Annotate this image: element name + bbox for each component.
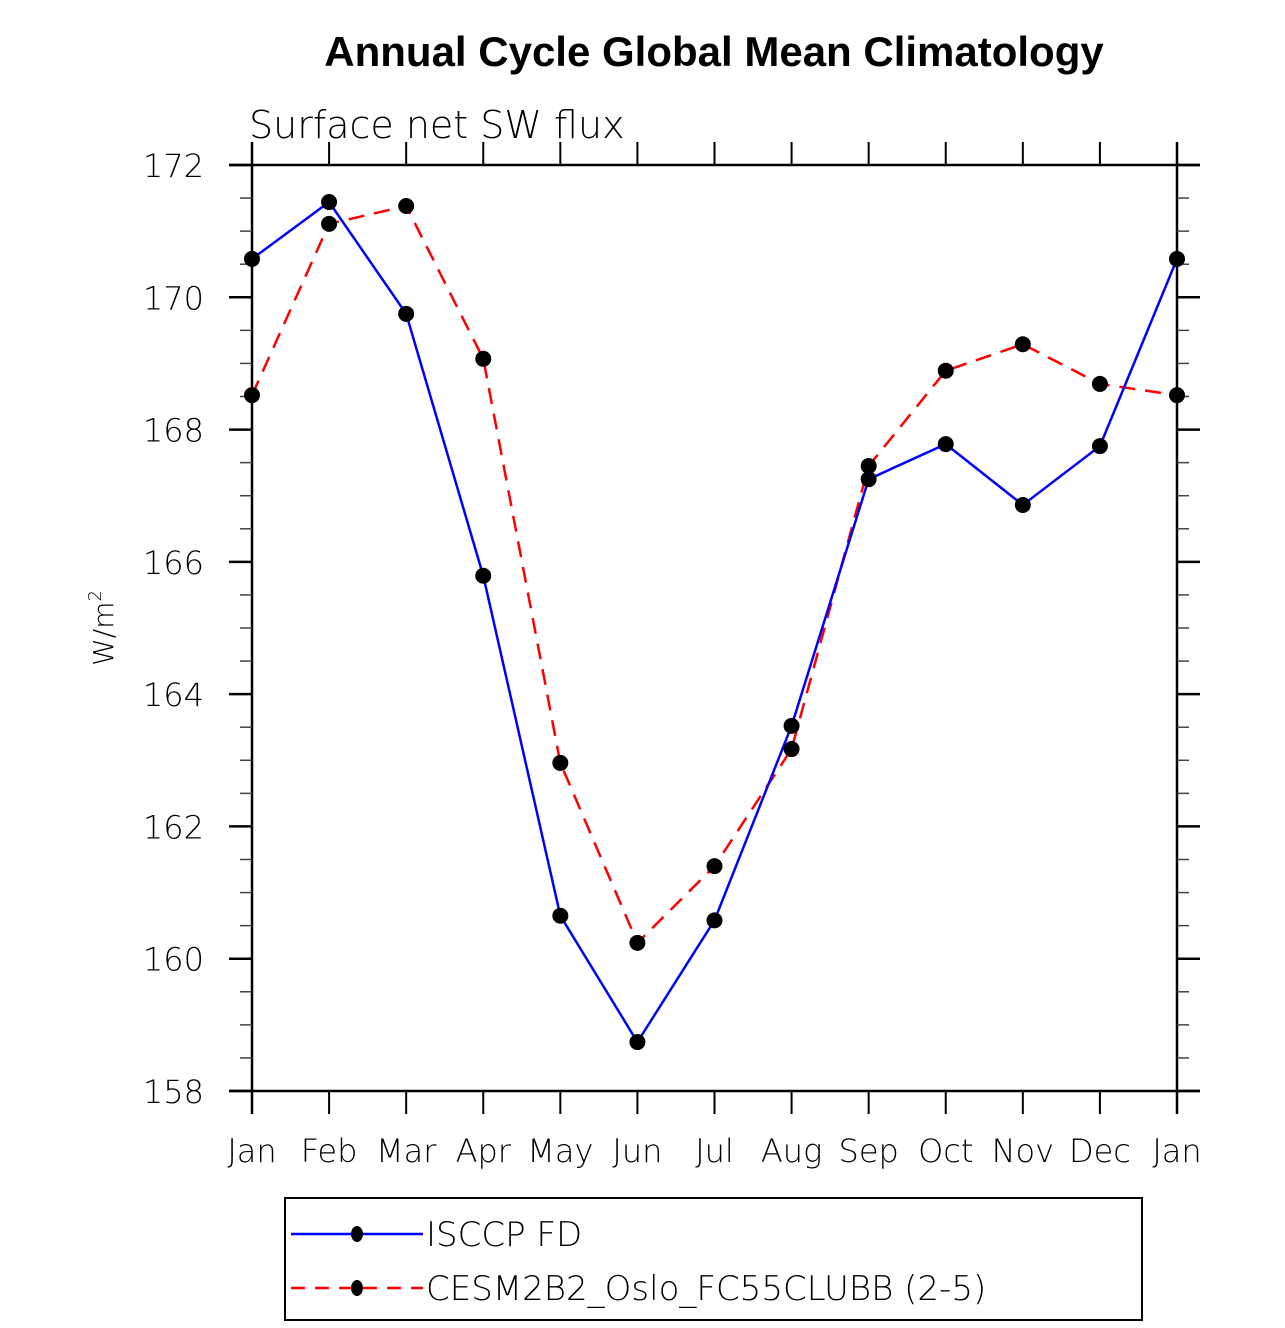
data-point-series-0: [629, 1034, 646, 1051]
data-point-series-1: [552, 754, 569, 771]
data-point-series-0: [398, 305, 415, 322]
series-line-1: [250, 204, 1178, 946]
axes: [229, 142, 1200, 1114]
x-tick-label: Jan: [227, 1132, 276, 1170]
data-point-series-1: [937, 362, 954, 379]
y-axis-label-text: W/m: [87, 602, 120, 666]
x-tick-label: May: [527, 1132, 593, 1170]
data-point-series-1: [860, 457, 877, 474]
legend-marker-0: [351, 1226, 363, 1242]
legend-marker-1: [351, 1280, 363, 1296]
chart-subtitle: Surface net SW flux: [249, 103, 625, 147]
data-point-series-1: [783, 741, 800, 758]
data-point-series-0: [706, 912, 723, 929]
data-point-series-0: [475, 567, 492, 584]
data-point-series-0: [937, 436, 954, 453]
x-tick-label: Feb: [301, 1132, 358, 1170]
data-point-series-0: [552, 907, 569, 924]
legend-label-0: ISCCP FD: [426, 1215, 582, 1255]
legend-label-1: CESM2B2_Oslo_FC55CLUBB (2-5): [426, 1269, 986, 1309]
data-point-series-0: [783, 717, 800, 734]
data-point-series-1: [1091, 375, 1108, 392]
data-point-series-1: [706, 858, 723, 875]
data-point-series-0: [1091, 438, 1108, 455]
data-point-series-1: [475, 350, 492, 367]
legend: ISCCP FD CESM2B2_Oslo_FC55CLUBB (2-5): [284, 1197, 1143, 1321]
y-tick-label: 170: [143, 279, 204, 317]
data-point-series-1: [244, 387, 260, 404]
y-tick-label: 162: [143, 808, 204, 846]
data-point-series-1: [1169, 387, 1185, 404]
data-point-series-1: [321, 215, 338, 232]
y-tick-label: 160: [143, 941, 204, 979]
x-tick-label: Jul: [695, 1132, 734, 1170]
data-point-series-1: [629, 934, 646, 951]
x-tick-label: Sep: [839, 1132, 899, 1170]
y-tick-label: 168: [143, 412, 204, 450]
y-tick-label: 172: [143, 147, 204, 185]
x-tick-label: Dec: [1069, 1132, 1131, 1170]
x-tick-label: Aug: [761, 1132, 822, 1170]
chart-title: Annual Cycle Global Mean Climatology: [324, 28, 1104, 75]
data-point-series-1: [1014, 336, 1031, 353]
data-point-series-0: [321, 194, 338, 211]
y-tick-label: 158: [143, 1073, 204, 1111]
x-tick-label: Jan: [1152, 1132, 1201, 1170]
x-tick-labels: Jan Feb Mar Apr May Jun Jul Aug Sep Oct Nov Dec Jan: [227, 1132, 1201, 1170]
series-layer: [244, 194, 1185, 1051]
data-point-series-0: [1014, 496, 1031, 513]
y-tick-label: 166: [143, 544, 204, 582]
y-axis-label: W/m2: [85, 590, 120, 666]
x-tick-label: Mar: [376, 1132, 437, 1170]
data-point-series-0: [1169, 250, 1185, 267]
x-tick-label: Jun: [612, 1132, 662, 1170]
data-point-series-0: [244, 250, 260, 267]
x-tick-label: Nov: [992, 1132, 1054, 1170]
x-tick-label: Apr: [456, 1132, 512, 1170]
data-point-series-0: [860, 471, 877, 488]
legend-box: [284, 1197, 1143, 1321]
y-tick-label: 164: [143, 676, 204, 714]
y-tick-labels: 158 160 162 164 166 168 170 172: [143, 147, 204, 1111]
svg-text:W/m2: W/m2: [85, 590, 120, 666]
x-tick-label: Oct: [918, 1132, 973, 1170]
y-axis-label-superscript: 2: [85, 590, 106, 601]
data-point-series-1: [398, 198, 415, 215]
